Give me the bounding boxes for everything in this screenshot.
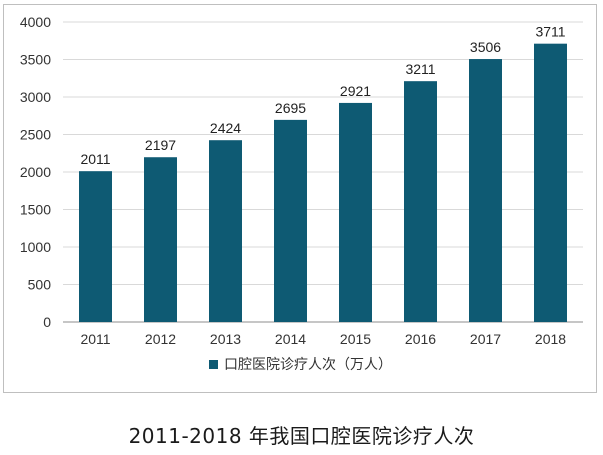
x-tick-label: 2018: [535, 331, 566, 347]
x-tick-label: 2016: [405, 331, 436, 347]
y-tick-label: 3500: [20, 52, 51, 68]
x-tick-label: 2017: [470, 331, 501, 347]
data-label: 2197: [145, 137, 176, 153]
legend-swatch: [209, 360, 218, 369]
data-label: 3211: [405, 61, 435, 77]
data-label: 2921: [340, 83, 371, 99]
data-label: 2011: [80, 151, 110, 167]
figure-caption: 2011-2018 年我国口腔医院诊疗人次: [128, 424, 475, 448]
x-tick-label: 2015: [340, 331, 371, 347]
legend: 口腔医院诊疗人次（万人）: [209, 357, 392, 373]
bar: [339, 102, 372, 322]
y-tick-label: 0: [43, 314, 51, 330]
bar: [144, 157, 177, 322]
y-tick-label: 500: [28, 277, 52, 293]
x-tick-label: 2012: [145, 331, 176, 347]
data-label: 2424: [210, 120, 241, 136]
y-tick-label: 2500: [20, 127, 51, 143]
y-tick-label: 1000: [20, 239, 51, 255]
bar: [534, 43, 567, 323]
x-tick-label: 2014: [275, 331, 306, 347]
data-labels: 2011 2197 2424 2695 2921 3211 3506 3711: [80, 24, 565, 168]
x-tick-label: 2011: [80, 331, 110, 347]
data-label: 2695: [275, 100, 306, 116]
y-tick-label: 4000: [20, 14, 51, 30]
bar: [274, 119, 307, 322]
gridlines: [63, 21, 583, 323]
data-label: 3506: [470, 39, 501, 55]
bar: [469, 59, 502, 323]
x-axis: 2011 2012 2013 2014 2015 2016 2017 2018: [80, 331, 566, 347]
bar: [404, 81, 437, 322]
y-tick-label: 1500: [20, 202, 51, 218]
y-tick-label: 3000: [20, 89, 51, 105]
bars: [79, 43, 567, 323]
bar: [79, 171, 112, 322]
y-axis: 0 500 1000 1500 2000 2500 3000 3500 4000: [20, 14, 51, 330]
legend-label: 口腔医院诊疗人次（万人）: [224, 357, 392, 373]
x-tick-label: 2013: [210, 331, 241, 347]
data-label: 3711: [535, 24, 565, 40]
y-tick-label: 2000: [20, 164, 51, 180]
bar: [209, 140, 242, 322]
